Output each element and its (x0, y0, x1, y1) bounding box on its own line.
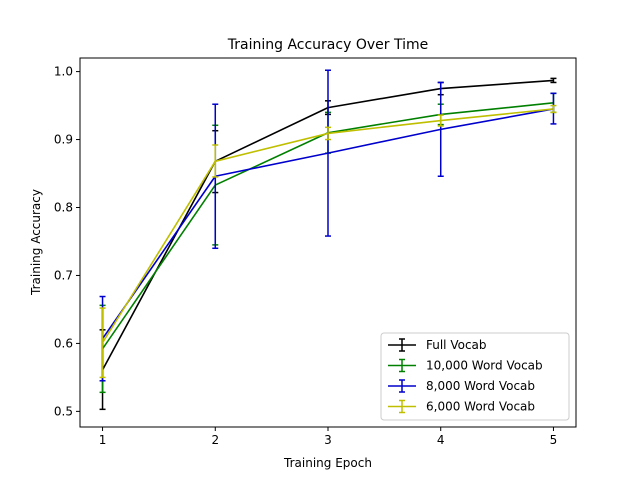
plot-layer (99, 69, 557, 411)
legend-label: 10,000 Word Vocab (426, 359, 543, 373)
y-tick-label: 0.9 (54, 133, 73, 147)
y-tick-label: 0.8 (54, 201, 73, 215)
series-line (101, 108, 554, 344)
legend-item: 6,000 Word Vocab (388, 400, 535, 414)
y-tick-label: 1.0 (54, 65, 73, 79)
series-line (101, 108, 554, 340)
x-tick-label: 1 (99, 433, 107, 447)
y-tick-label: 0.7 (54, 268, 73, 282)
chart-title: Training Accuracy Over Time (227, 37, 428, 53)
x-tick-label: 2 (211, 433, 219, 447)
legend-box (380, 332, 570, 421)
x-axis-label: Training Epoch (283, 456, 372, 470)
y-tick-label: 0.6 (54, 336, 73, 350)
y-tick-label: 0.5 (54, 404, 73, 418)
legend-label: Full Vocab (426, 338, 487, 352)
x-tick-label: 4 (437, 433, 445, 447)
legend-label: 8,000 Word Vocab (426, 379, 535, 393)
legend: Full Vocab 10,000 Word Vocab 8,000 Word Vo… (380, 332, 570, 421)
legend-label: 6,000 Word Vocab (426, 400, 535, 414)
x-tick-label: 5 (550, 433, 558, 447)
legend-item: Full Vocab (388, 338, 487, 352)
y-axis-label: Training Accuracy (29, 189, 43, 296)
legend-item: 10,000 Word Vocab (388, 359, 543, 373)
axis-layer: 1 2 3 4 5 0.5 0.6 0.7 0.8 0.9 1.0 (54, 65, 557, 447)
series-3 (99, 104, 557, 379)
legend-item: 8,000 Word Vocab (388, 379, 535, 393)
x-tick-label: 3 (324, 433, 332, 447)
